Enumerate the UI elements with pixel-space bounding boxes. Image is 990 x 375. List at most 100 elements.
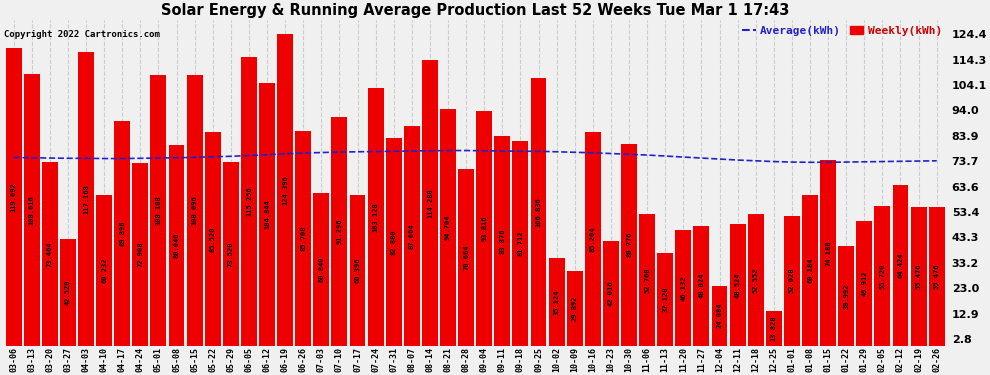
Bar	[585, 132, 601, 346]
Bar	[6, 48, 22, 346]
Text: 85.520: 85.520	[210, 226, 216, 252]
Bar	[295, 131, 311, 346]
Bar	[621, 144, 637, 346]
Bar	[96, 195, 112, 346]
Bar	[422, 60, 438, 346]
Bar	[60, 239, 76, 346]
Text: 39.992: 39.992	[843, 283, 849, 309]
Bar	[494, 136, 510, 346]
Bar	[766, 311, 782, 346]
Text: 37.120: 37.120	[662, 286, 668, 312]
Text: 115.256: 115.256	[246, 187, 251, 216]
Bar	[187, 75, 203, 346]
Text: 52.760: 52.760	[644, 267, 650, 292]
Text: 114.280: 114.280	[427, 188, 433, 218]
Text: 72.908: 72.908	[138, 242, 144, 267]
Text: 73.520: 73.520	[228, 241, 234, 267]
Bar	[314, 194, 330, 346]
Bar	[747, 214, 763, 346]
Bar	[693, 226, 710, 346]
Bar	[349, 195, 365, 346]
Text: 108.108: 108.108	[155, 196, 161, 225]
Bar	[259, 83, 275, 346]
Text: 80.776: 80.776	[626, 232, 632, 258]
Bar	[277, 34, 293, 346]
Text: 64.424: 64.424	[898, 252, 904, 278]
Text: 42.016: 42.016	[608, 280, 614, 306]
Text: 94.704: 94.704	[446, 214, 451, 240]
Text: 73.464: 73.464	[47, 241, 52, 267]
Bar	[458, 169, 474, 346]
Text: 87.664: 87.664	[409, 224, 415, 249]
Text: 89.896: 89.896	[119, 220, 125, 246]
Bar	[476, 111, 492, 346]
Text: 52.552: 52.552	[752, 267, 758, 293]
Text: 70.664: 70.664	[463, 244, 469, 270]
Text: 93.816: 93.816	[481, 216, 487, 241]
Text: Copyright 2022 Cartronics.com: Copyright 2022 Cartronics.com	[4, 30, 159, 39]
Text: 80.040: 80.040	[173, 233, 179, 258]
Text: 46.132: 46.132	[680, 275, 686, 301]
Bar	[332, 117, 347, 346]
Bar	[133, 163, 148, 346]
Bar	[784, 216, 800, 346]
Bar	[675, 230, 691, 346]
Text: 91.296: 91.296	[337, 219, 343, 244]
Text: 74.188: 74.188	[825, 240, 831, 266]
Bar	[150, 75, 166, 346]
Bar	[893, 184, 909, 346]
Text: 29.892: 29.892	[571, 296, 578, 321]
Bar	[603, 241, 619, 346]
Bar	[404, 126, 420, 346]
Text: 49.912: 49.912	[861, 271, 867, 296]
Text: 117.168: 117.168	[83, 184, 89, 214]
Text: 60.840: 60.840	[319, 257, 325, 282]
Text: 119.092: 119.092	[11, 182, 17, 212]
Bar	[548, 258, 564, 346]
Bar	[856, 221, 872, 346]
Text: 82.880: 82.880	[391, 230, 397, 255]
Bar	[839, 246, 854, 346]
Bar	[168, 146, 184, 346]
Legend: Average(kWh), Weekly(kWh): Average(kWh), Weekly(kWh)	[742, 26, 942, 36]
Bar	[24, 74, 40, 346]
Bar	[566, 271, 583, 346]
Text: 108.096: 108.096	[192, 196, 198, 225]
Title: Solar Energy & Running Average Production Last 52 Weeks Tue Mar 1 17:43: Solar Energy & Running Average Productio…	[161, 3, 789, 18]
Text: 124.396: 124.396	[282, 175, 288, 205]
Bar	[820, 160, 837, 346]
Bar	[911, 207, 927, 346]
Text: 52.028: 52.028	[789, 268, 795, 294]
Text: 104.844: 104.844	[264, 200, 270, 230]
Text: 24.084: 24.084	[717, 303, 723, 328]
Bar	[929, 207, 944, 346]
Bar	[712, 285, 728, 346]
Bar	[531, 78, 546, 346]
Bar	[730, 224, 745, 346]
Bar	[640, 214, 655, 346]
Bar	[367, 88, 383, 346]
Text: 60.184: 60.184	[807, 258, 813, 283]
Bar	[205, 132, 221, 346]
Bar	[657, 253, 673, 346]
Text: 106.836: 106.836	[536, 197, 542, 227]
Text: 35.124: 35.124	[553, 289, 559, 315]
Text: 60.396: 60.396	[354, 258, 360, 283]
Text: 85.708: 85.708	[300, 226, 306, 251]
Bar	[241, 57, 256, 346]
Bar	[874, 206, 890, 346]
Bar	[223, 162, 239, 346]
Text: 42.520: 42.520	[65, 280, 71, 305]
Bar	[42, 162, 57, 346]
Text: 48.524: 48.524	[735, 272, 741, 298]
Text: 103.128: 103.128	[372, 202, 378, 232]
Text: 55.720: 55.720	[879, 263, 885, 289]
Text: 108.616: 108.616	[29, 195, 35, 225]
Bar	[440, 109, 456, 346]
Text: 55.476: 55.476	[916, 264, 922, 289]
Bar	[114, 121, 131, 346]
Text: 48.024: 48.024	[698, 273, 705, 298]
Text: 85.204: 85.204	[590, 226, 596, 252]
Text: 13.828: 13.828	[771, 316, 777, 341]
Bar	[802, 195, 818, 346]
